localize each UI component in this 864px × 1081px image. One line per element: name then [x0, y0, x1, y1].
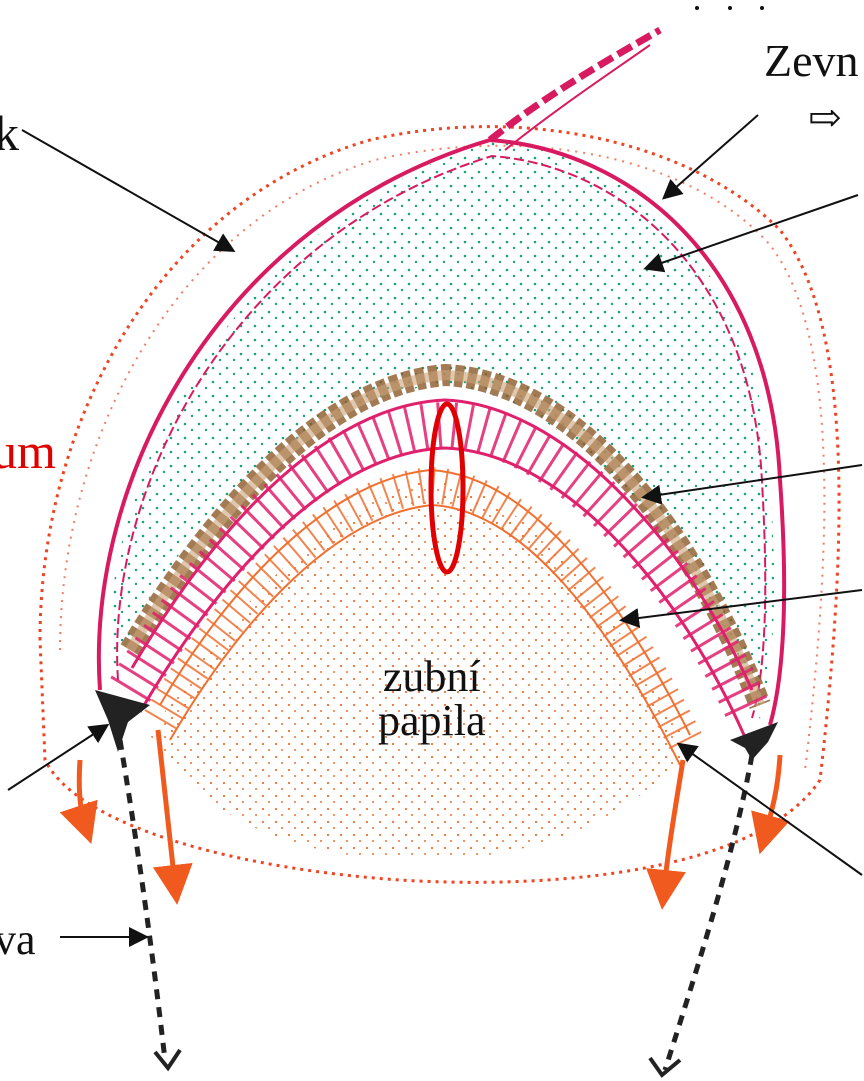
growth-arrow-left-inner: [152, 729, 193, 905]
right-arrow-icon: ⇨: [808, 95, 842, 140]
label-center-line2: papila: [378, 696, 486, 745]
dental-follicle: [38, 125, 841, 884]
label-top-right: Zevn: [764, 35, 859, 86]
sheath-end-left: [153, 1048, 182, 1072]
label-bottom-left: va: [0, 915, 36, 964]
pointer-arrow-right-3: [676, 742, 863, 876]
pointer-arrow-left-bottom: [7, 723, 110, 791]
growth-arrow-left-outer: [59, 759, 98, 844]
label-left-red: um: [0, 423, 56, 479]
epithelial-root-sheath-left: [117, 739, 168, 1061]
dot-mark: [728, 6, 732, 10]
pointer-arrow-top-right-2: [643, 194, 859, 273]
pointer-arrow-right-2: [619, 589, 863, 628]
growth-arrow-right-inner: [646, 759, 686, 910]
cervical-loop-left: [95, 690, 150, 752]
epithelial-root-sheath-right: [662, 754, 755, 1071]
sheath-end-right: [648, 1056, 682, 1078]
pointer-arrow-top-right-1: [661, 114, 759, 200]
odontoblast-layer: [144, 466, 707, 759]
dental-lamina: [487, 26, 662, 143]
pointer-arrow-right-1: [641, 464, 863, 505]
highlight-ellipse: [428, 401, 466, 575]
dot-mark: [695, 6, 699, 10]
outer-enamel-epithelium-inner: [116, 154, 767, 719]
outer-enamel-epithelium: [96, 137, 787, 726]
growth-arrow-right-outer: [751, 754, 790, 855]
dot-mark: [760, 6, 764, 10]
label-dental-papilla: zubní papila: [378, 655, 486, 743]
pointer-arrow-left-top: [21, 129, 236, 252]
label-center-line1: zubní: [382, 652, 481, 701]
label-left-top: k: [0, 105, 19, 161]
cervical-loop-right: [730, 722, 778, 760]
inner-enamel-epithelium: [110, 401, 771, 725]
